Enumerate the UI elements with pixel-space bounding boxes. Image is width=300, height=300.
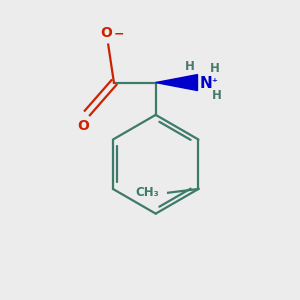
- Text: −: −: [113, 28, 124, 40]
- Text: N: N: [200, 76, 212, 91]
- Text: H: H: [210, 62, 220, 75]
- Text: H: H: [212, 89, 221, 102]
- Text: ⁺: ⁺: [212, 78, 218, 88]
- Text: CH₃: CH₃: [136, 186, 160, 199]
- Text: H: H: [185, 60, 195, 73]
- Text: O: O: [100, 26, 112, 40]
- Text: O: O: [78, 119, 89, 133]
- Polygon shape: [156, 75, 197, 91]
